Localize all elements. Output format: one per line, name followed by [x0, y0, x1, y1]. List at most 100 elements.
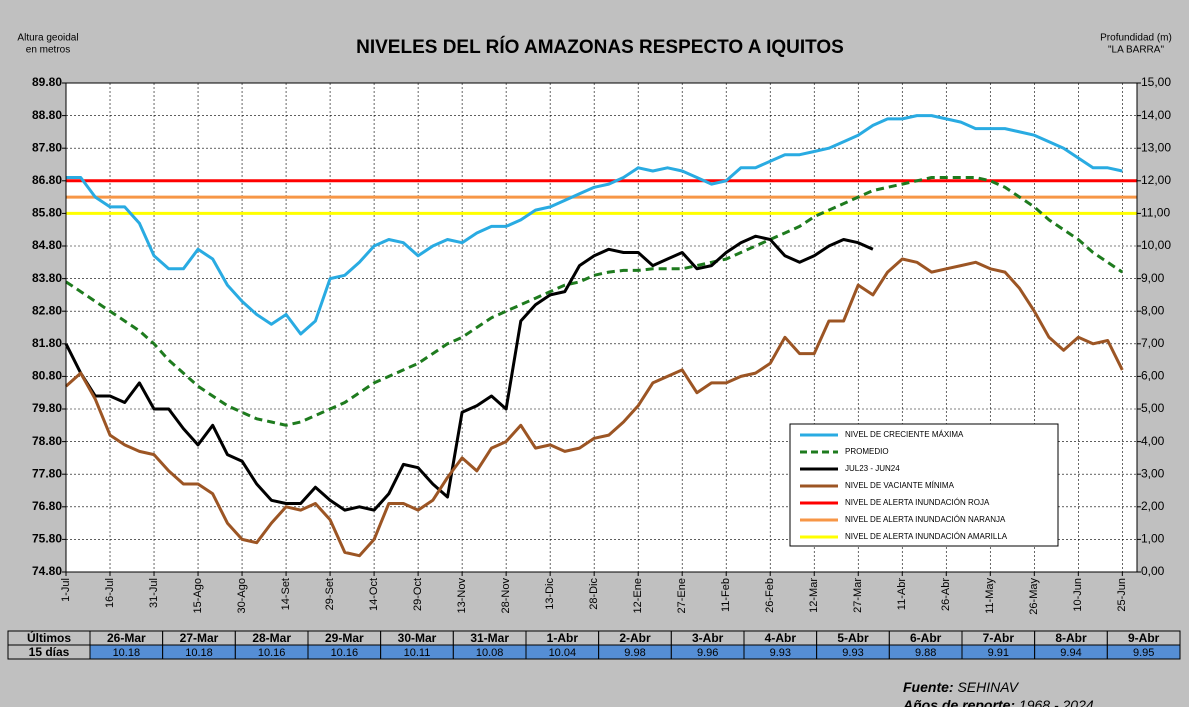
- table-value: 10.18: [113, 647, 141, 659]
- y2-tick-label: 10,00: [1141, 238, 1171, 252]
- x-tick-label: 26-Feb: [764, 578, 776, 613]
- y-tick-label: 74.80: [32, 564, 62, 578]
- legend-label: NIVEL DE ALERTA INUNDACIÓN NARANJA: [845, 515, 1006, 524]
- x-tick-label: 15-Ago: [192, 578, 204, 613]
- y-tick-label: 77.80: [32, 466, 62, 480]
- table-date: 3-Abr: [692, 631, 724, 645]
- table-value: 9.98: [624, 647, 645, 659]
- x-tick-label: 11-Feb: [720, 578, 732, 612]
- y2-tick-label: 14,00: [1141, 108, 1171, 122]
- x-tick-label: 13-Nov: [456, 578, 468, 614]
- table-date: 6-Abr: [910, 631, 942, 645]
- y-tick-label: 89.80: [32, 75, 62, 89]
- x-tick-label: 1-Jul: [60, 578, 72, 602]
- x-tick-label: 13-Dic: [544, 578, 556, 610]
- y2-tick-label: 15,00: [1141, 75, 1171, 89]
- table-date: 5-Abr: [837, 631, 869, 645]
- x-tick-label: 26-May: [1028, 578, 1040, 615]
- y-axis-label: en metros: [26, 45, 70, 56]
- y2-tick-label: 5,00: [1141, 401, 1165, 415]
- x-tick-label: 12-Mar: [808, 578, 820, 613]
- series-line: [64, 234, 874, 512]
- y2-tick-label: 6,00: [1141, 369, 1165, 383]
- footer-years: Años de reporte: 1968 - 2024: [902, 697, 1094, 707]
- table-date: 7-Abr: [983, 631, 1015, 645]
- x-tick-label: 28-Nov: [500, 578, 512, 614]
- y-axis-label: Altura geoidal: [17, 33, 78, 44]
- table-value: 10.08: [476, 647, 504, 659]
- legend-label: NIVEL DE ALERTA INUNDACIÓN ROJA: [845, 498, 990, 507]
- series-line: [65, 257, 1124, 558]
- x-tick-label: 29-Oct: [412, 578, 424, 611]
- y2-tick-label: 8,00: [1141, 303, 1165, 317]
- x-tick-label: 12-Ene: [632, 578, 644, 613]
- table-date: 28-Mar: [252, 631, 291, 645]
- y-tick-label: 82.80: [32, 303, 62, 317]
- x-tick-label: 31-Jul: [148, 578, 160, 608]
- y2-tick-label: 0,00: [1141, 564, 1165, 578]
- y-tick-label: 76.80: [32, 499, 62, 513]
- y2-tick-label: 13,00: [1141, 140, 1171, 154]
- table-value: 10.18: [185, 647, 213, 659]
- y-tick-label: 83.80: [32, 271, 62, 285]
- table-date: 8-Abr: [1055, 631, 1087, 645]
- table-date: 29-Mar: [325, 631, 364, 645]
- y-tick-label: 81.80: [32, 336, 62, 350]
- table-date: 31-Mar: [470, 631, 509, 645]
- series-line: [65, 176, 1124, 427]
- y2-tick-label: 9,00: [1141, 271, 1165, 285]
- x-tick-label: 16-Jul: [104, 578, 116, 608]
- table-date: 2-Abr: [619, 631, 651, 645]
- table-value: 10.11: [404, 647, 431, 659]
- y-tick-label: 84.80: [32, 238, 62, 252]
- table-value: 9.93: [842, 647, 863, 659]
- y-tick-label: 85.80: [32, 206, 62, 220]
- x-tick-label: 11-May: [984, 578, 996, 614]
- plot-border: [65, 82, 1138, 573]
- y-tick-label: 79.80: [32, 401, 62, 415]
- table-value: 9.88: [915, 647, 936, 659]
- y-tick-label: 87.80: [32, 140, 62, 154]
- y2-tick-label: 4,00: [1141, 434, 1165, 448]
- footer-years-label: Años de reporte:: [902, 697, 1015, 707]
- y2-axis-label: Profundidad (m): [1100, 33, 1172, 44]
- table-date: 9-Abr: [1128, 631, 1160, 645]
- footer-years-value: 1968 - 2024: [1019, 697, 1094, 707]
- y2-tick-label: 3,00: [1141, 466, 1165, 480]
- y-tick-label: 75.80: [32, 532, 62, 546]
- table-value: 9.94: [1060, 647, 1081, 659]
- x-tick-label: 25-Jun: [1116, 578, 1128, 612]
- footer-source-label: Fuente:: [903, 679, 954, 695]
- table-date: 27-Mar: [180, 631, 219, 645]
- legend-label: NIVEL DE ALERTA INUNDACIÓN AMARILLA: [845, 532, 1008, 541]
- x-tick-label: 27-Ene: [676, 578, 688, 613]
- table-value: 9.96: [697, 647, 718, 659]
- table-value: 10.04: [549, 647, 577, 659]
- y2-tick-label: 1,00: [1141, 532, 1165, 546]
- y2-tick-label: 2,00: [1141, 499, 1165, 513]
- y2-tick-label: 11,00: [1141, 206, 1170, 220]
- x-tick-label: 11-Abr: [896, 578, 908, 611]
- footer-source-value: SEHINAV: [957, 679, 1019, 695]
- chart-title: NIVELES DEL RÍO AMAZONAS RESPECTO A IQUI…: [356, 36, 844, 58]
- footer-source: Fuente: SEHINAV: [903, 679, 1020, 695]
- y2-tick-label: 12,00: [1141, 173, 1171, 187]
- table-date: 26-Mar: [107, 631, 146, 645]
- series-line: [66, 114, 1123, 336]
- table-value: 10.16: [331, 647, 359, 659]
- x-tick-label: 14-Oct: [368, 578, 380, 611]
- legend-label: JUL23 - JUN24: [845, 464, 900, 473]
- x-tick-label: 14-Set: [280, 578, 292, 610]
- x-tick-label: 27-Mar: [852, 578, 864, 613]
- legend-label: PROMEDIO: [845, 447, 889, 456]
- table-date: 4-Abr: [765, 631, 797, 645]
- table-value: 9.93: [770, 647, 791, 659]
- table-value-cell: [1106, 644, 1181, 660]
- table-value: 9.95: [1133, 647, 1154, 659]
- table-row-label: 15 días: [29, 645, 70, 659]
- y-tick-label: 86.80: [32, 173, 62, 187]
- table-row-label: Últimos: [27, 630, 71, 645]
- x-tick-label: 26-Abr: [940, 578, 952, 611]
- table-value: 9.91: [988, 647, 1009, 659]
